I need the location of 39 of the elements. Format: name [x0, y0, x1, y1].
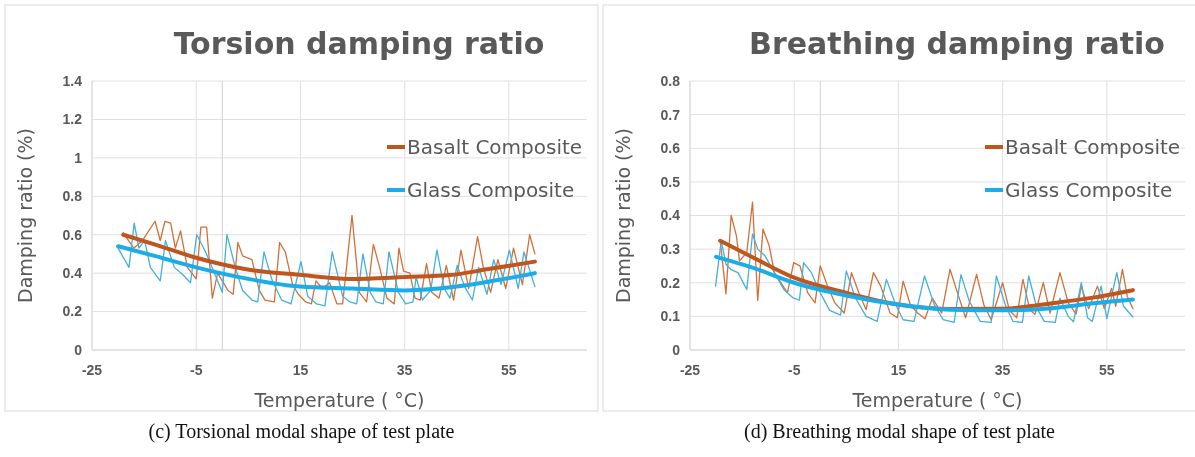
- y-tick-label: 0.7: [660, 106, 681, 123]
- x-tick-label: 35: [994, 362, 1011, 378]
- text: (c) Torsional modal shape of test plate: [148, 420, 455, 443]
- y-axis-title: Damping ratio (%): [612, 128, 634, 303]
- legend-label: Glass Composite: [407, 178, 575, 202]
- x-tick-label: -25: [81, 362, 103, 378]
- y-tick-label: 0.8: [62, 188, 83, 205]
- y-tick-label: 1: [74, 149, 83, 166]
- y-tick-label: 0: [74, 341, 83, 358]
- x-tick-label: -5: [189, 362, 203, 378]
- y-tick-label: 0.2: [62, 303, 83, 320]
- x-tick-label: -25: [679, 362, 701, 378]
- legend-label: Basalt Composite: [407, 135, 583, 159]
- legend-label: Basalt Composite: [1005, 135, 1181, 159]
- y-tick-label: 0.2: [660, 274, 681, 291]
- text: (d) Breathing modal shape of test plate: [743, 420, 1056, 443]
- chart-title: Breathing damping ratio: [749, 26, 1165, 61]
- y-tick-label: 0.5: [660, 173, 681, 190]
- y-tick-label: 0.1: [660, 308, 681, 325]
- x-tick-label: 15: [292, 362, 309, 378]
- x-axis-title: Temperature ( °C): [851, 389, 1023, 411]
- y-tick-label: 0.4: [660, 207, 681, 224]
- x-tick-label: -5: [787, 362, 801, 378]
- y-tick-label: 0: [672, 341, 681, 358]
- x-tick-label: 35: [396, 362, 413, 378]
- y-tick-label: 0.6: [660, 140, 681, 157]
- x-tick-label: 55: [1099, 362, 1115, 378]
- x-axis-title: Temperature ( °C): [253, 389, 425, 411]
- x-tick-label: 55: [501, 362, 517, 378]
- y-tick-label: 0.8: [660, 72, 681, 89]
- y-tick-label: 0.4: [62, 265, 83, 282]
- y-tick-label: 1.2: [62, 111, 83, 128]
- x-tick-label: 15: [890, 362, 907, 378]
- y-axis-title: Damping ratio (%): [14, 128, 36, 303]
- y-tick-label: 0.6: [62, 226, 83, 243]
- chart-title: Torsion damping ratio: [173, 26, 545, 61]
- y-tick-label: 1.4: [62, 72, 83, 89]
- legend-label: Glass Composite: [1005, 178, 1173, 202]
- y-tick-label: 0.3: [660, 241, 681, 258]
